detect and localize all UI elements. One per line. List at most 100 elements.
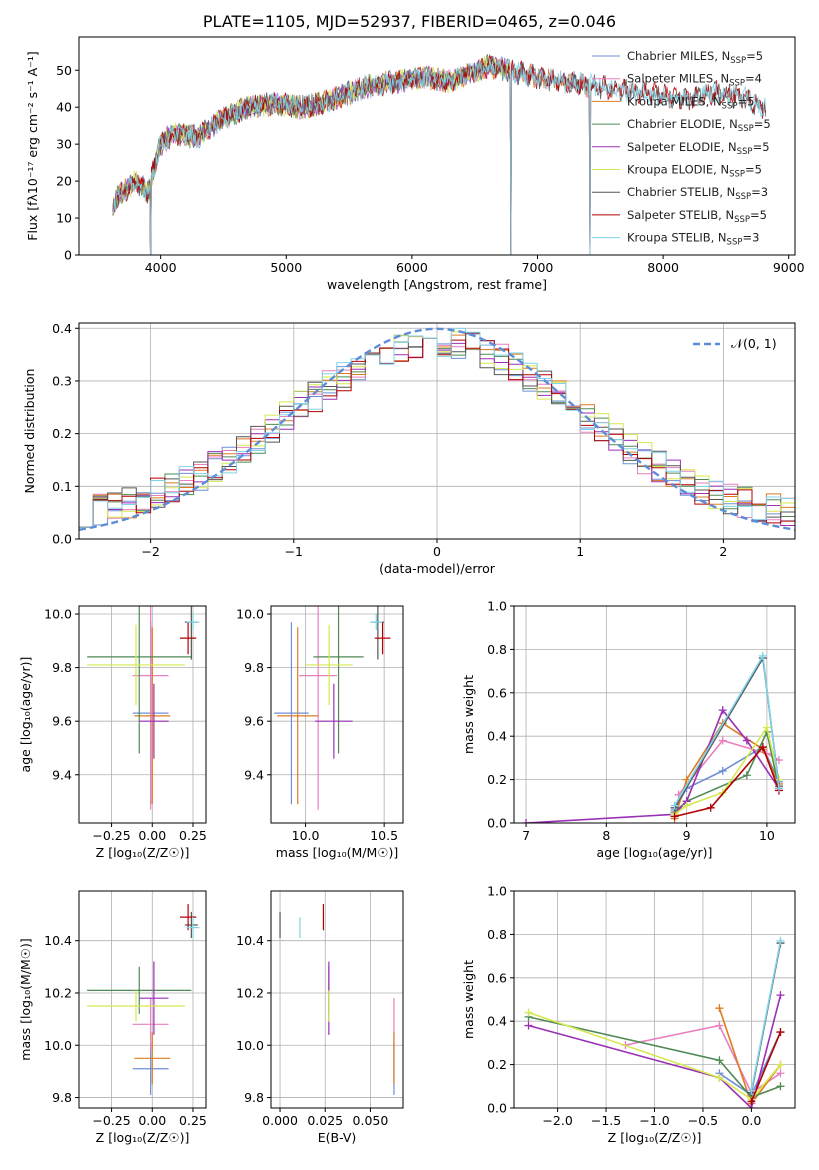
axes-frame (78, 605, 207, 824)
axis-overlay: 0.000 0.025 0.050 9.8 10.0 10.2 10.4 E(B-V) (236, 890, 404, 1145)
x-tick-label: −0.25 (92, 828, 130, 843)
y-tick-label: 0.4 (487, 729, 507, 744)
mass-weight-point-marker (776, 1060, 785, 1069)
x-tick-label: −1.0 (639, 1113, 669, 1128)
y-tick-label: 40 (56, 100, 72, 115)
y-tick-label: 10.0 (236, 1038, 264, 1053)
x-axis-label: wavelength [Angstrom, rest frame] (327, 277, 547, 292)
legend-entry: Salpeter STELIB, NSSP=5 (627, 208, 767, 225)
spectrum-series-line (112, 54, 512, 255)
y-tick-label: 10.2 (44, 985, 72, 1000)
x-tick-label: 0 (433, 544, 441, 559)
y-axis-label: mass weight (461, 960, 476, 1039)
mass-weight-point-marker (524, 1008, 533, 1017)
y-tick-label: 1.0 (487, 884, 507, 899)
mass-weight-point-marker (776, 936, 785, 945)
mass-weight-point-marker (774, 784, 783, 793)
spectrum-series-line (112, 57, 766, 255)
y-tick-label: 9.8 (52, 1090, 72, 1105)
plot-area (112, 53, 766, 255)
mass-weight-point-marker (524, 1021, 533, 1030)
axes-frame (78, 36, 796, 256)
x-tick-label: 0.025 (307, 1113, 343, 1128)
y-tick-label: 10.0 (44, 607, 72, 622)
legend-entry: Chabrier STELIB, NSSP=3 (627, 185, 768, 202)
spectrum-series-line (112, 53, 766, 255)
y-tick-label: 9.8 (52, 660, 72, 675)
y-tick-label: 0 (64, 248, 72, 263)
y-tick-label: 0.3 (52, 373, 72, 388)
y-tick-label: 20 (56, 174, 72, 189)
plot-area (274, 606, 391, 810)
x-tick-label: 5000 (270, 260, 302, 275)
y-tick-label: 0.2 (487, 1057, 507, 1072)
x-tick-label: 0.000 (262, 1113, 298, 1128)
mass-weight-point-marker (718, 766, 727, 775)
x-axis-label: Z [log₁₀(Z/Z☉)] (608, 1130, 702, 1145)
y-tick-label: 10.2 (236, 985, 264, 1000)
axis-overlay: −0.25 0.00 0.25 9.4 9.6 9.8 10.0 Z [log₁₀(Z/Z☉)… (18, 605, 207, 860)
x-tick-label: 0.25 (179, 1113, 207, 1128)
x-axis-label: (data-model)/error (379, 561, 496, 576)
x-tick-label: 10 (759, 828, 775, 843)
x-tick-label: 10.5 (370, 828, 398, 843)
mass-weight-point-marker (670, 812, 679, 821)
y-tick-label: 0.1 (52, 479, 72, 494)
x-axis-label: mass [log₁₀(M/M☉)] (276, 845, 398, 860)
x-tick-label: −0.5 (688, 1113, 718, 1128)
y-tick-label: 0.4 (52, 321, 72, 336)
legend-entry: Salpeter MILES, NSSP=4 (627, 72, 762, 89)
x-tick-label: 0.0 (741, 1113, 761, 1128)
x-tick-label: 4000 (145, 260, 177, 275)
residuals-panel: −2 −1 0 1 2 0.0 0.1 0.2 0.3 0.4 (data-model)/error… (22, 321, 796, 576)
x-tick-label: 9 (683, 828, 691, 843)
axis-overlay: 10.0 10.5 9.4 9.6 9.8 10.0 mass [log₁₀(M/M☉)] (236, 605, 404, 860)
mass-weight-vs-metallicity-panel: −2.0 −1.5 −1.0 −0.5 0.0 0.0 0.2 0.4 0.6 0.8 1.0 Z [… (461, 884, 796, 1145)
mass-weight-point-marker (776, 1069, 785, 1078)
legend-entry: Kroupa MILES, NSSP=5 (627, 94, 754, 111)
x-tick-label: 9000 (773, 260, 805, 275)
x-axis-label: age [log₁₀(age/yr)] (597, 845, 713, 860)
page-title: PLATE=1105, MJD=52937, FIBERID=0465, z=0… (202, 12, 617, 31)
y-tick-label: 9.8 (244, 1090, 264, 1105)
mass-weight-vs-age-panel: 7 8 9 10 0.0 0.2 0.4 0.6 0.8 1.0 age [log₁₀(age/yr… (461, 599, 796, 860)
y-tick-label: 50 (56, 63, 72, 78)
y-tick-label: 0.0 (487, 1101, 507, 1116)
axes-frame (270, 890, 404, 1109)
age-vs-mass-panel: 10.0 10.5 9.4 9.6 9.8 10.0 mass [log₁₀(M/M☉)] (236, 605, 404, 860)
y-tick-label: 10.4 (44, 933, 72, 948)
legend-entry: Chabrier MILES, NSSP=5 (627, 49, 763, 66)
mass-weight-point-marker (742, 736, 751, 745)
x-tick-label: 1 (576, 544, 584, 559)
mass-vs-ebv-panel: 0.000 0.025 0.050 9.8 10.0 10.2 10.4 E(B-V) (236, 890, 404, 1145)
x-tick-label: 7 (522, 828, 530, 843)
y-tick-label: 9.6 (52, 714, 72, 729)
plot-area (522, 651, 783, 823)
mass-weight-point-marker (776, 991, 785, 1000)
mass-weight-point-marker (776, 1028, 785, 1037)
normal-reference-curve (79, 327, 795, 531)
axes-frame (513, 605, 796, 824)
x-axis-label: Z [log₁₀(Z/Z☉)] (96, 1130, 190, 1145)
y-tick-label: 0.4 (487, 1014, 507, 1029)
legend-entry: Salpeter ELODIE, NSSP=5 (627, 140, 770, 157)
x-axis-label: E(B-V) (318, 1130, 357, 1145)
y-tick-label: 10 (56, 211, 72, 226)
y-tick-label: 10.4 (236, 933, 264, 948)
mass-weight-point-marker (758, 651, 767, 660)
mass-weight-point-marker (747, 1097, 756, 1106)
axis-overlay: −2 −1 0 1 2 0.0 0.1 0.2 0.3 0.4 (data-model)/error… (22, 321, 796, 576)
x-tick-label: 0.050 (353, 1113, 389, 1128)
y-tick-label: 9.4 (52, 767, 72, 782)
age-vs-metallicity-panel: −0.25 0.00 0.25 9.4 9.6 9.8 10.0 Z [log₁₀(Z/Z☉)… (18, 605, 207, 860)
mass-weight-series-line (674, 745, 780, 818)
mass-weight-point-marker (682, 801, 691, 810)
y-tick-label: 10.0 (236, 607, 264, 622)
x-tick-label: 0.00 (138, 1113, 166, 1128)
mass-weight-point-marker (522, 819, 531, 823)
legend-entry: Kroupa ELODIE, NSSP=5 (627, 163, 762, 180)
plot-area (79, 327, 795, 531)
mass-weight-point-marker (762, 723, 771, 732)
x-tick-label: 6000 (396, 260, 428, 275)
